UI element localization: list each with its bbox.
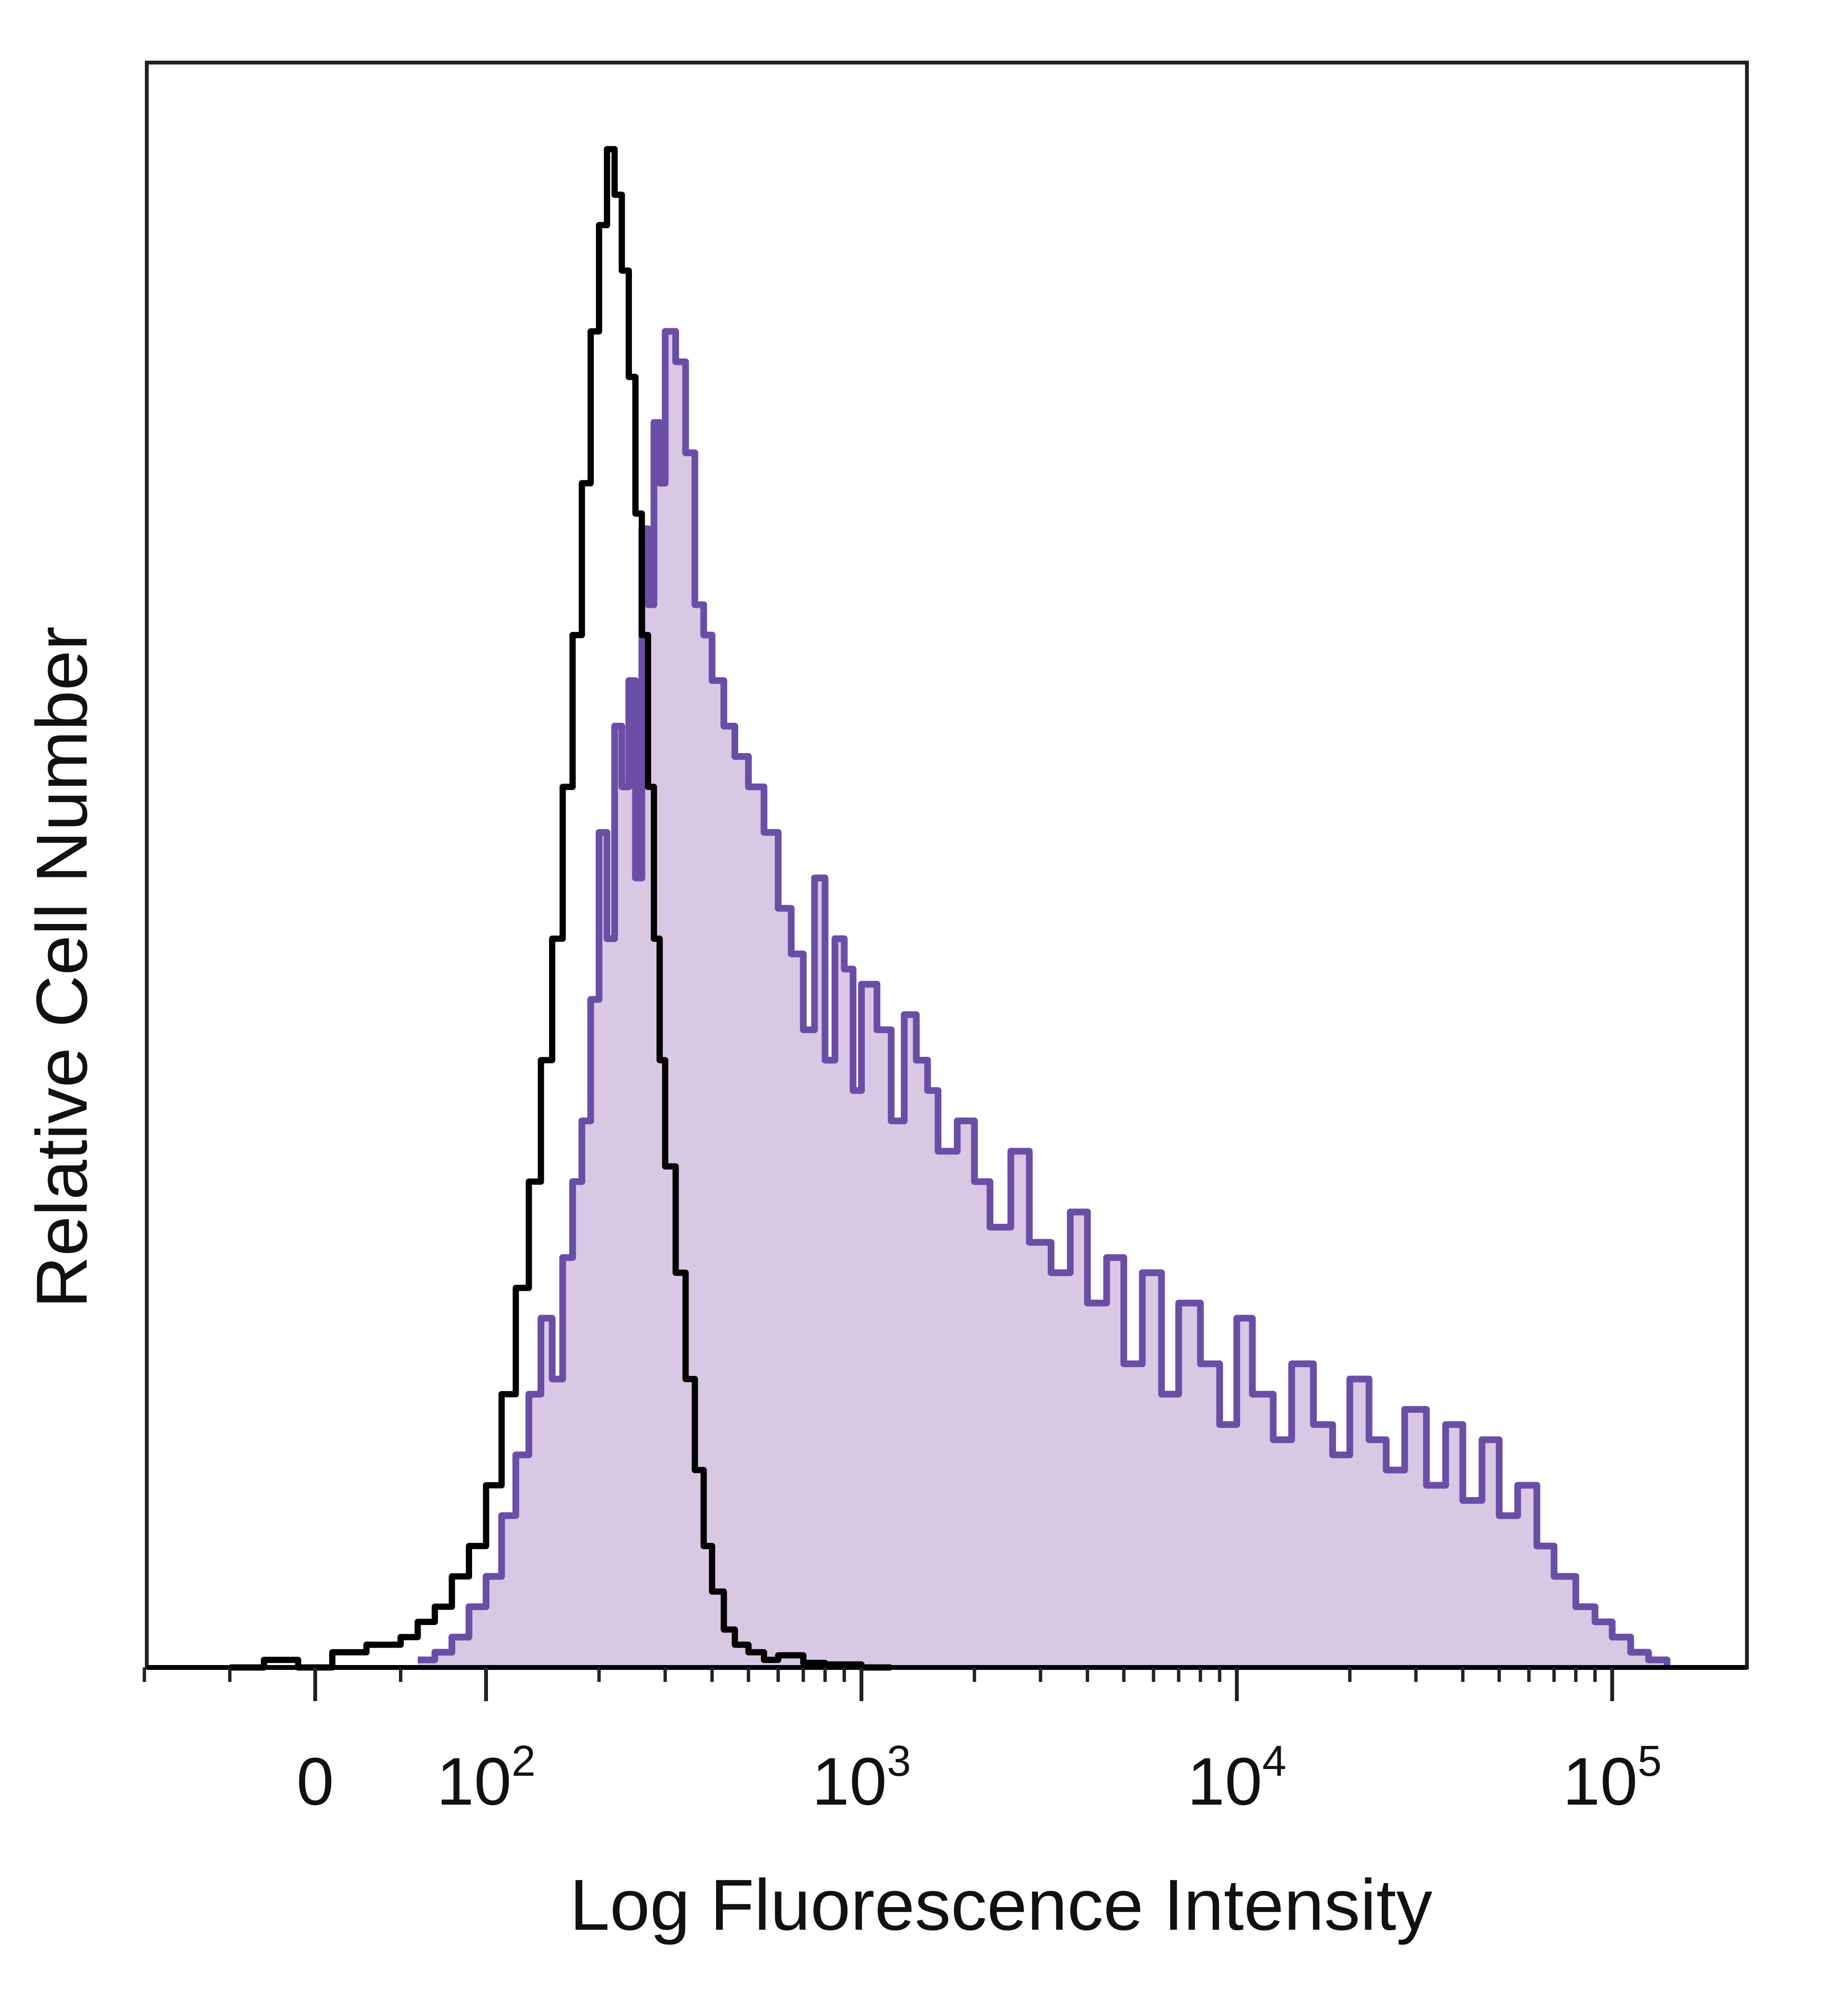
plot-area [145,61,1749,1671]
x-tick-label: 102 [436,1737,536,1819]
x-axis-ticks: 0 102 103 104 105 [142,1667,1662,1819]
y-axis-title: Relative Cell Number [21,626,102,1308]
control-histogram-line [230,146,891,1671]
x-axis-title: Log Fluorescence Intensity [570,1864,1433,1945]
axis-labels: Log Fluorescence Intensity Relative Cell… [21,626,1432,1945]
stained-histogram-fill [418,331,1667,1667]
x-tick-label: 104 [1187,1737,1286,1819]
x-tick-label: 0 [296,1744,334,1819]
x-tick-label: 103 [812,1737,911,1819]
x-tick-label: 105 [1563,1737,1662,1819]
stained-histogram-line [418,328,1670,1667]
